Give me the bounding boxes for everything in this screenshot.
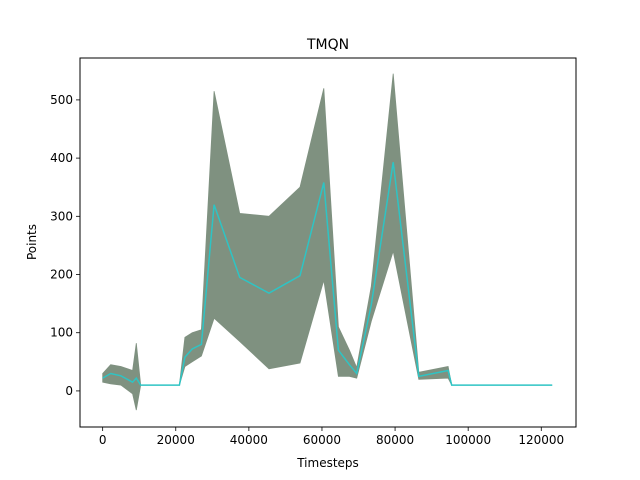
axes-frame bbox=[79, 57, 577, 428]
y-tick-label: 300 bbox=[50, 209, 73, 223]
plot-area bbox=[102, 73, 553, 411]
y-tick-label: 100 bbox=[50, 326, 73, 340]
x-tick-label: 100000 bbox=[445, 433, 491, 447]
y-tick-label: 0 bbox=[65, 384, 73, 398]
x-tick-label: 120000 bbox=[518, 433, 564, 447]
x-tick-label: 80000 bbox=[376, 433, 414, 447]
confidence-band-0 bbox=[102, 73, 553, 411]
mean-line-0 bbox=[102, 162, 553, 386]
y-tick-label: 500 bbox=[50, 93, 73, 107]
chart-title: TMQN bbox=[306, 37, 349, 53]
y-tick-label: 400 bbox=[50, 151, 73, 165]
y-tick-label: 200 bbox=[50, 268, 73, 282]
x-tick-label: 0 bbox=[99, 433, 107, 447]
x-tick-label: 20000 bbox=[157, 433, 195, 447]
y-axis-label: Points bbox=[25, 224, 39, 260]
x-tick-label: 60000 bbox=[303, 433, 341, 447]
x-axis: 0 20000 40000 60000 80000 100000 120000 bbox=[99, 427, 564, 447]
x-axis-label: Timesteps bbox=[296, 456, 359, 470]
x-tick-label: 40000 bbox=[230, 433, 268, 447]
y-axis: 0 100 200 300 400 500 bbox=[50, 93, 80, 398]
